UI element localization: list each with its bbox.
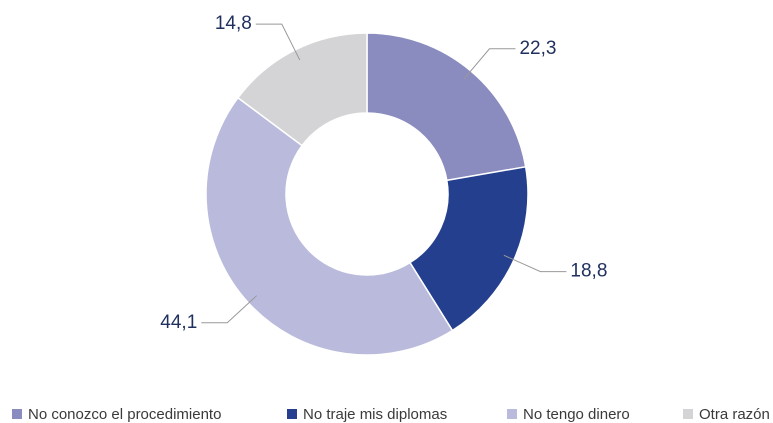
leader-line [463, 48, 516, 80]
data-label: 18,8 [570, 261, 607, 282]
legend-label: No conozco el procedimiento [28, 406, 221, 423]
data-label: 44,1 [160, 312, 197, 333]
legend-swatch [683, 409, 693, 419]
leader-line [503, 254, 567, 273]
donut-slice [205, 96, 454, 356]
legend-swatch [287, 409, 297, 419]
legend-swatch [12, 409, 22, 419]
data-label: 22,3 [519, 38, 556, 59]
legend-label: No traje mis diplomas [303, 406, 447, 423]
legend-label: Otra razón [699, 406, 770, 423]
donut-slice [236, 32, 368, 147]
donut-slice [408, 165, 529, 332]
legend-swatch [507, 409, 517, 419]
donut-slice [366, 32, 527, 182]
leader-line [201, 295, 258, 324]
leader-line [255, 23, 301, 61]
legend-label: No tengo dinero [523, 406, 630, 423]
data-label: 14,8 [215, 13, 252, 34]
